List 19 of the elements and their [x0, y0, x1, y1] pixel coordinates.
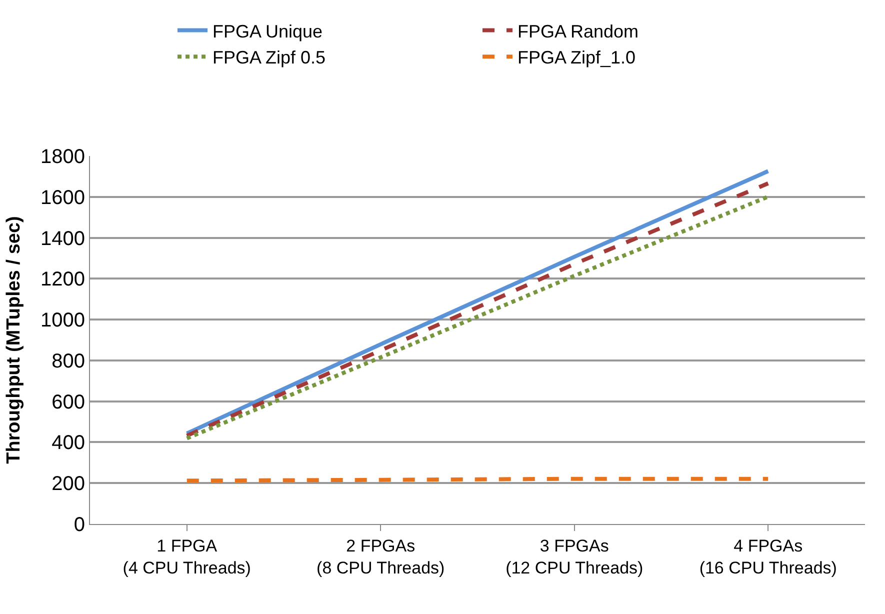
- x-tick-label: 3 FPGAs (12 CPU Threads): [506, 536, 644, 578]
- y-tick-label: 1800: [40, 146, 85, 168]
- y-tick-label: 1000: [40, 310, 85, 332]
- legend-label: FPGA Zipf 0.5: [212, 48, 326, 68]
- x-tick-label: 4 FPGAs (16 CPU Threads): [699, 536, 837, 578]
- y-tick-label: 1200: [40, 268, 85, 291]
- x-tick-label: 1 FPGA (4 CPU Threads): [122, 536, 251, 578]
- y-tick-label: 600: [52, 391, 85, 414]
- y-tick-label: 800: [52, 350, 85, 372]
- y-tick-label: 1400: [40, 228, 85, 250]
- y-axis-title: Throughput (MTuples / sec): [3, 216, 24, 464]
- y-tick-label: 0: [74, 514, 85, 536]
- legend-label: FPGA Zipf_1.0: [518, 48, 636, 68]
- y-tick-label: 1600: [40, 186, 85, 209]
- legend-label: FPGA Random: [518, 21, 639, 42]
- x-tick-label: 2 FPGAs (8 CPU Threads): [316, 536, 445, 578]
- y-tick-label: 400: [52, 432, 85, 454]
- y-tick-label: 200: [52, 473, 85, 496]
- legend-label: FPGA Unique: [212, 21, 323, 42]
